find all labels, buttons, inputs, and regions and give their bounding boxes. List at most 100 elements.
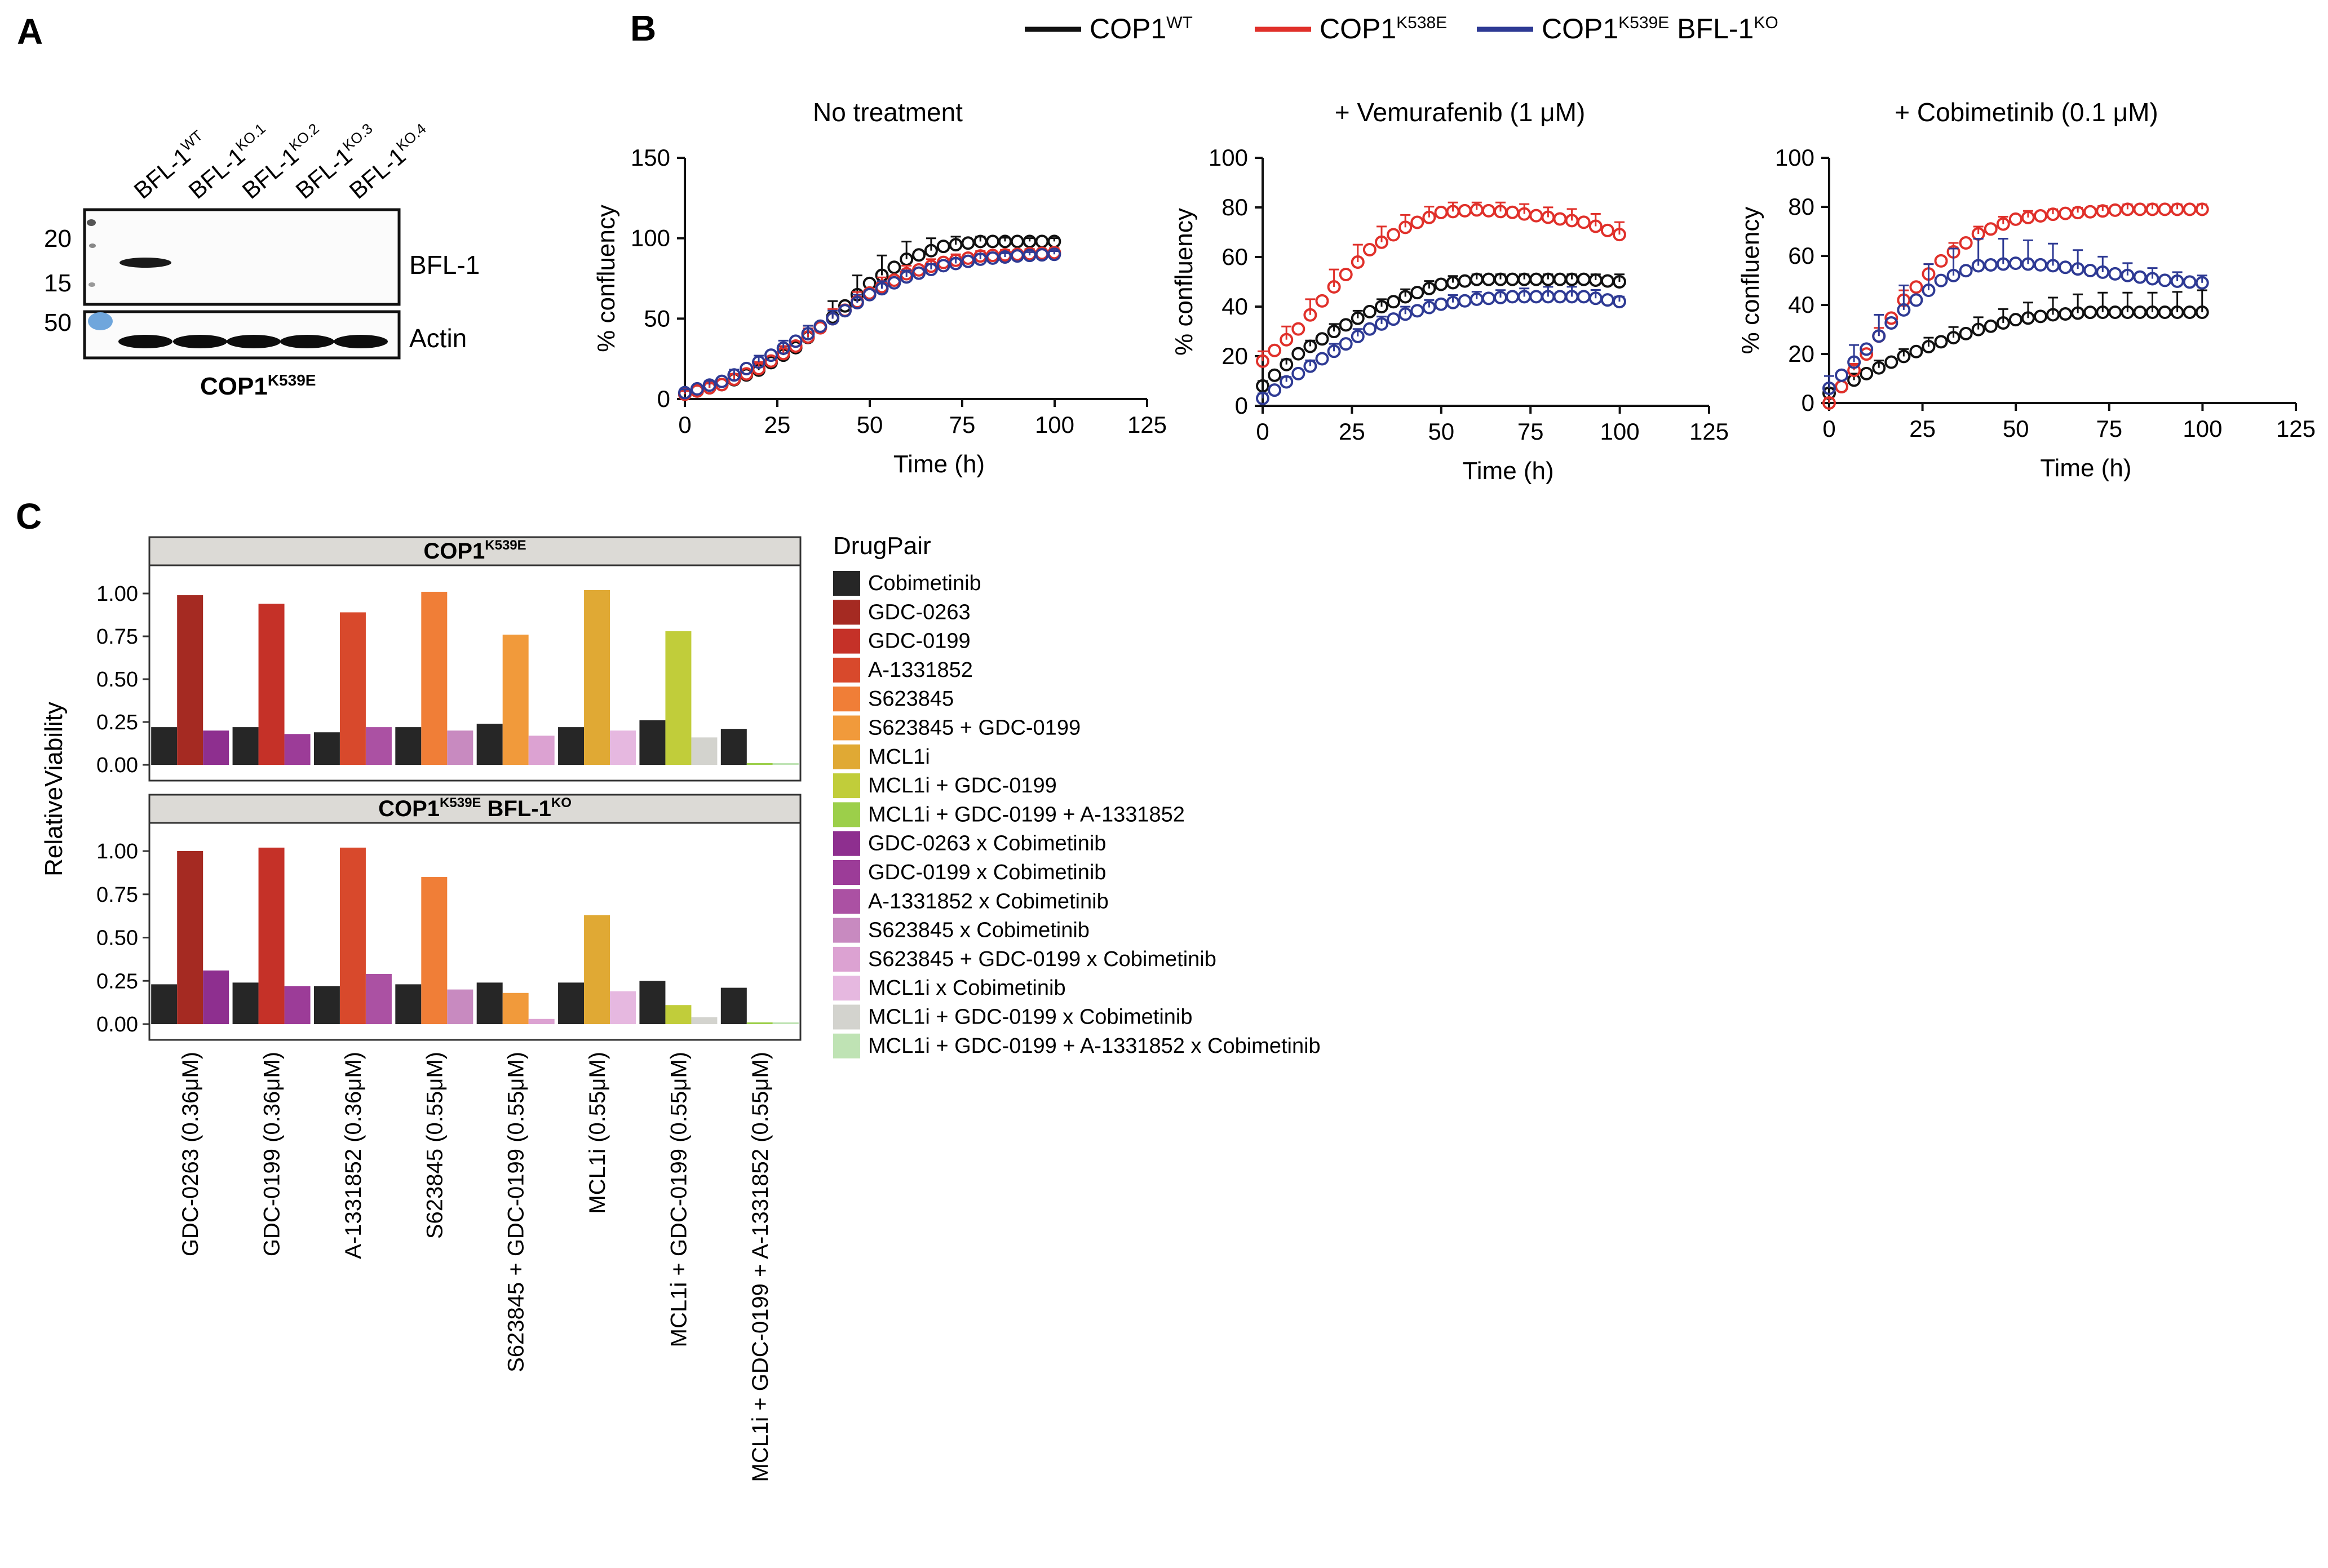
legend-swatch — [833, 1033, 860, 1058]
y-tick-label: 80 — [1788, 193, 1814, 220]
data-point — [1922, 284, 1936, 298]
data-point — [740, 361, 754, 375]
legend-item-label: Cobimetinib — [868, 572, 981, 595]
data-point — [764, 348, 778, 362]
data-point — [715, 374, 729, 388]
panel-label-c: C — [16, 496, 42, 537]
data-point — [2145, 272, 2159, 286]
data-point — [924, 262, 938, 276]
data-point — [2195, 276, 2209, 290]
actin-band — [118, 335, 172, 348]
data-point — [1458, 294, 1472, 308]
data-point — [1984, 222, 1998, 236]
bar-single — [584, 915, 610, 1024]
data-point — [1984, 319, 1998, 333]
y-tick-label: 0 — [1802, 389, 1814, 416]
y-tick-label: 40 — [1221, 293, 1248, 320]
bar-cobi — [313, 986, 340, 1024]
data-point — [1577, 215, 1591, 229]
data-point — [1506, 272, 1520, 286]
data-point — [2059, 307, 2073, 321]
data-point — [2083, 305, 2097, 320]
legend-item-label: MCL1i — [868, 745, 930, 769]
bar-combo — [365, 727, 392, 765]
legend-label: COP1K538E — [1320, 13, 1447, 45]
data-point — [1458, 274, 1472, 288]
data-point — [1351, 311, 1365, 325]
x-tick-label: 25 — [1909, 415, 1936, 442]
y-tick-label: 100 — [1775, 144, 1814, 171]
data-point — [1303, 339, 1317, 353]
growth-curve-legend: COP1WT COP1K538E COP1K539E BFL-1KO — [1025, 13, 1778, 45]
actin-band — [227, 335, 281, 348]
y-tick-label: 0.00 — [96, 754, 138, 777]
data-point — [1303, 359, 1317, 373]
data-point — [1362, 242, 1377, 256]
y-tick-label: 60 — [1788, 242, 1814, 269]
data-point — [1946, 268, 1960, 282]
data-point — [1327, 280, 1341, 294]
ladder-marks — [87, 219, 113, 330]
bar-single — [421, 877, 448, 1024]
data-point — [1374, 235, 1388, 249]
bar-combo — [284, 734, 311, 765]
facet-header-label: COP1K539E — [423, 538, 526, 564]
data-point — [2121, 305, 2135, 320]
data-point — [875, 282, 889, 296]
y-tick-label: 150 — [631, 144, 670, 171]
data-point — [2183, 275, 2197, 289]
data-point — [1434, 277, 1448, 291]
data-point — [1872, 361, 1886, 375]
data-point — [727, 368, 741, 382]
bar-cobi — [395, 727, 422, 765]
data-point — [1268, 368, 1282, 382]
data-point — [1553, 290, 1567, 304]
data-point — [1872, 329, 1886, 343]
data-point — [1481, 291, 1495, 305]
x-tick-label: 50 — [1428, 418, 1454, 445]
y-tick-label: 1.00 — [96, 840, 138, 863]
series — [1822, 238, 2209, 395]
data-point — [1909, 344, 1923, 358]
bar-cobi — [313, 732, 340, 765]
bfl1-band — [120, 258, 171, 268]
bar-cobi — [395, 984, 422, 1024]
data-point — [2133, 270, 2147, 284]
y-tick-label: 100 — [631, 225, 670, 251]
data-point — [961, 236, 975, 250]
legend-swatch — [833, 860, 860, 885]
data-point — [1256, 391, 1269, 405]
data-point — [1410, 215, 1424, 229]
data-point — [678, 386, 692, 400]
data-point — [1860, 347, 1874, 361]
y-axis-label: % confluency — [592, 205, 620, 352]
data-point — [2158, 202, 2172, 216]
bar-single — [177, 595, 203, 765]
data-point — [1577, 290, 1591, 304]
data-point — [1434, 205, 1448, 219]
data-point — [789, 339, 803, 353]
bar-combo — [772, 1022, 799, 1024]
band-label-bfl1: BFL-1 — [409, 250, 480, 280]
bar-cobi — [720, 987, 747, 1024]
bar-cobi — [639, 981, 666, 1024]
legend-label: COP1WT — [1090, 13, 1193, 45]
data-point — [1339, 318, 1353, 332]
bar-single — [177, 851, 203, 1024]
legend-item-label: GDC-0263 — [868, 600, 971, 624]
y-tick-label: 1.00 — [96, 582, 138, 606]
data-point — [1934, 254, 1948, 268]
data-point — [2008, 212, 2022, 226]
data-point — [1268, 383, 1282, 397]
x-tick-label: 25 — [1339, 418, 1365, 445]
legend-swatch — [833, 802, 860, 827]
data-point — [1529, 290, 1543, 304]
data-point — [1280, 333, 1294, 347]
data-point — [789, 334, 803, 348]
legend-item-label: A-1331852 x Cobimetinib — [868, 889, 1109, 913]
data-point — [2170, 305, 2184, 320]
facet-header-label: COP1K539E BFL-1KO — [378, 795, 572, 821]
data-point — [2021, 210, 2035, 224]
data-point — [1934, 273, 1948, 287]
data-point — [2033, 209, 2047, 223]
